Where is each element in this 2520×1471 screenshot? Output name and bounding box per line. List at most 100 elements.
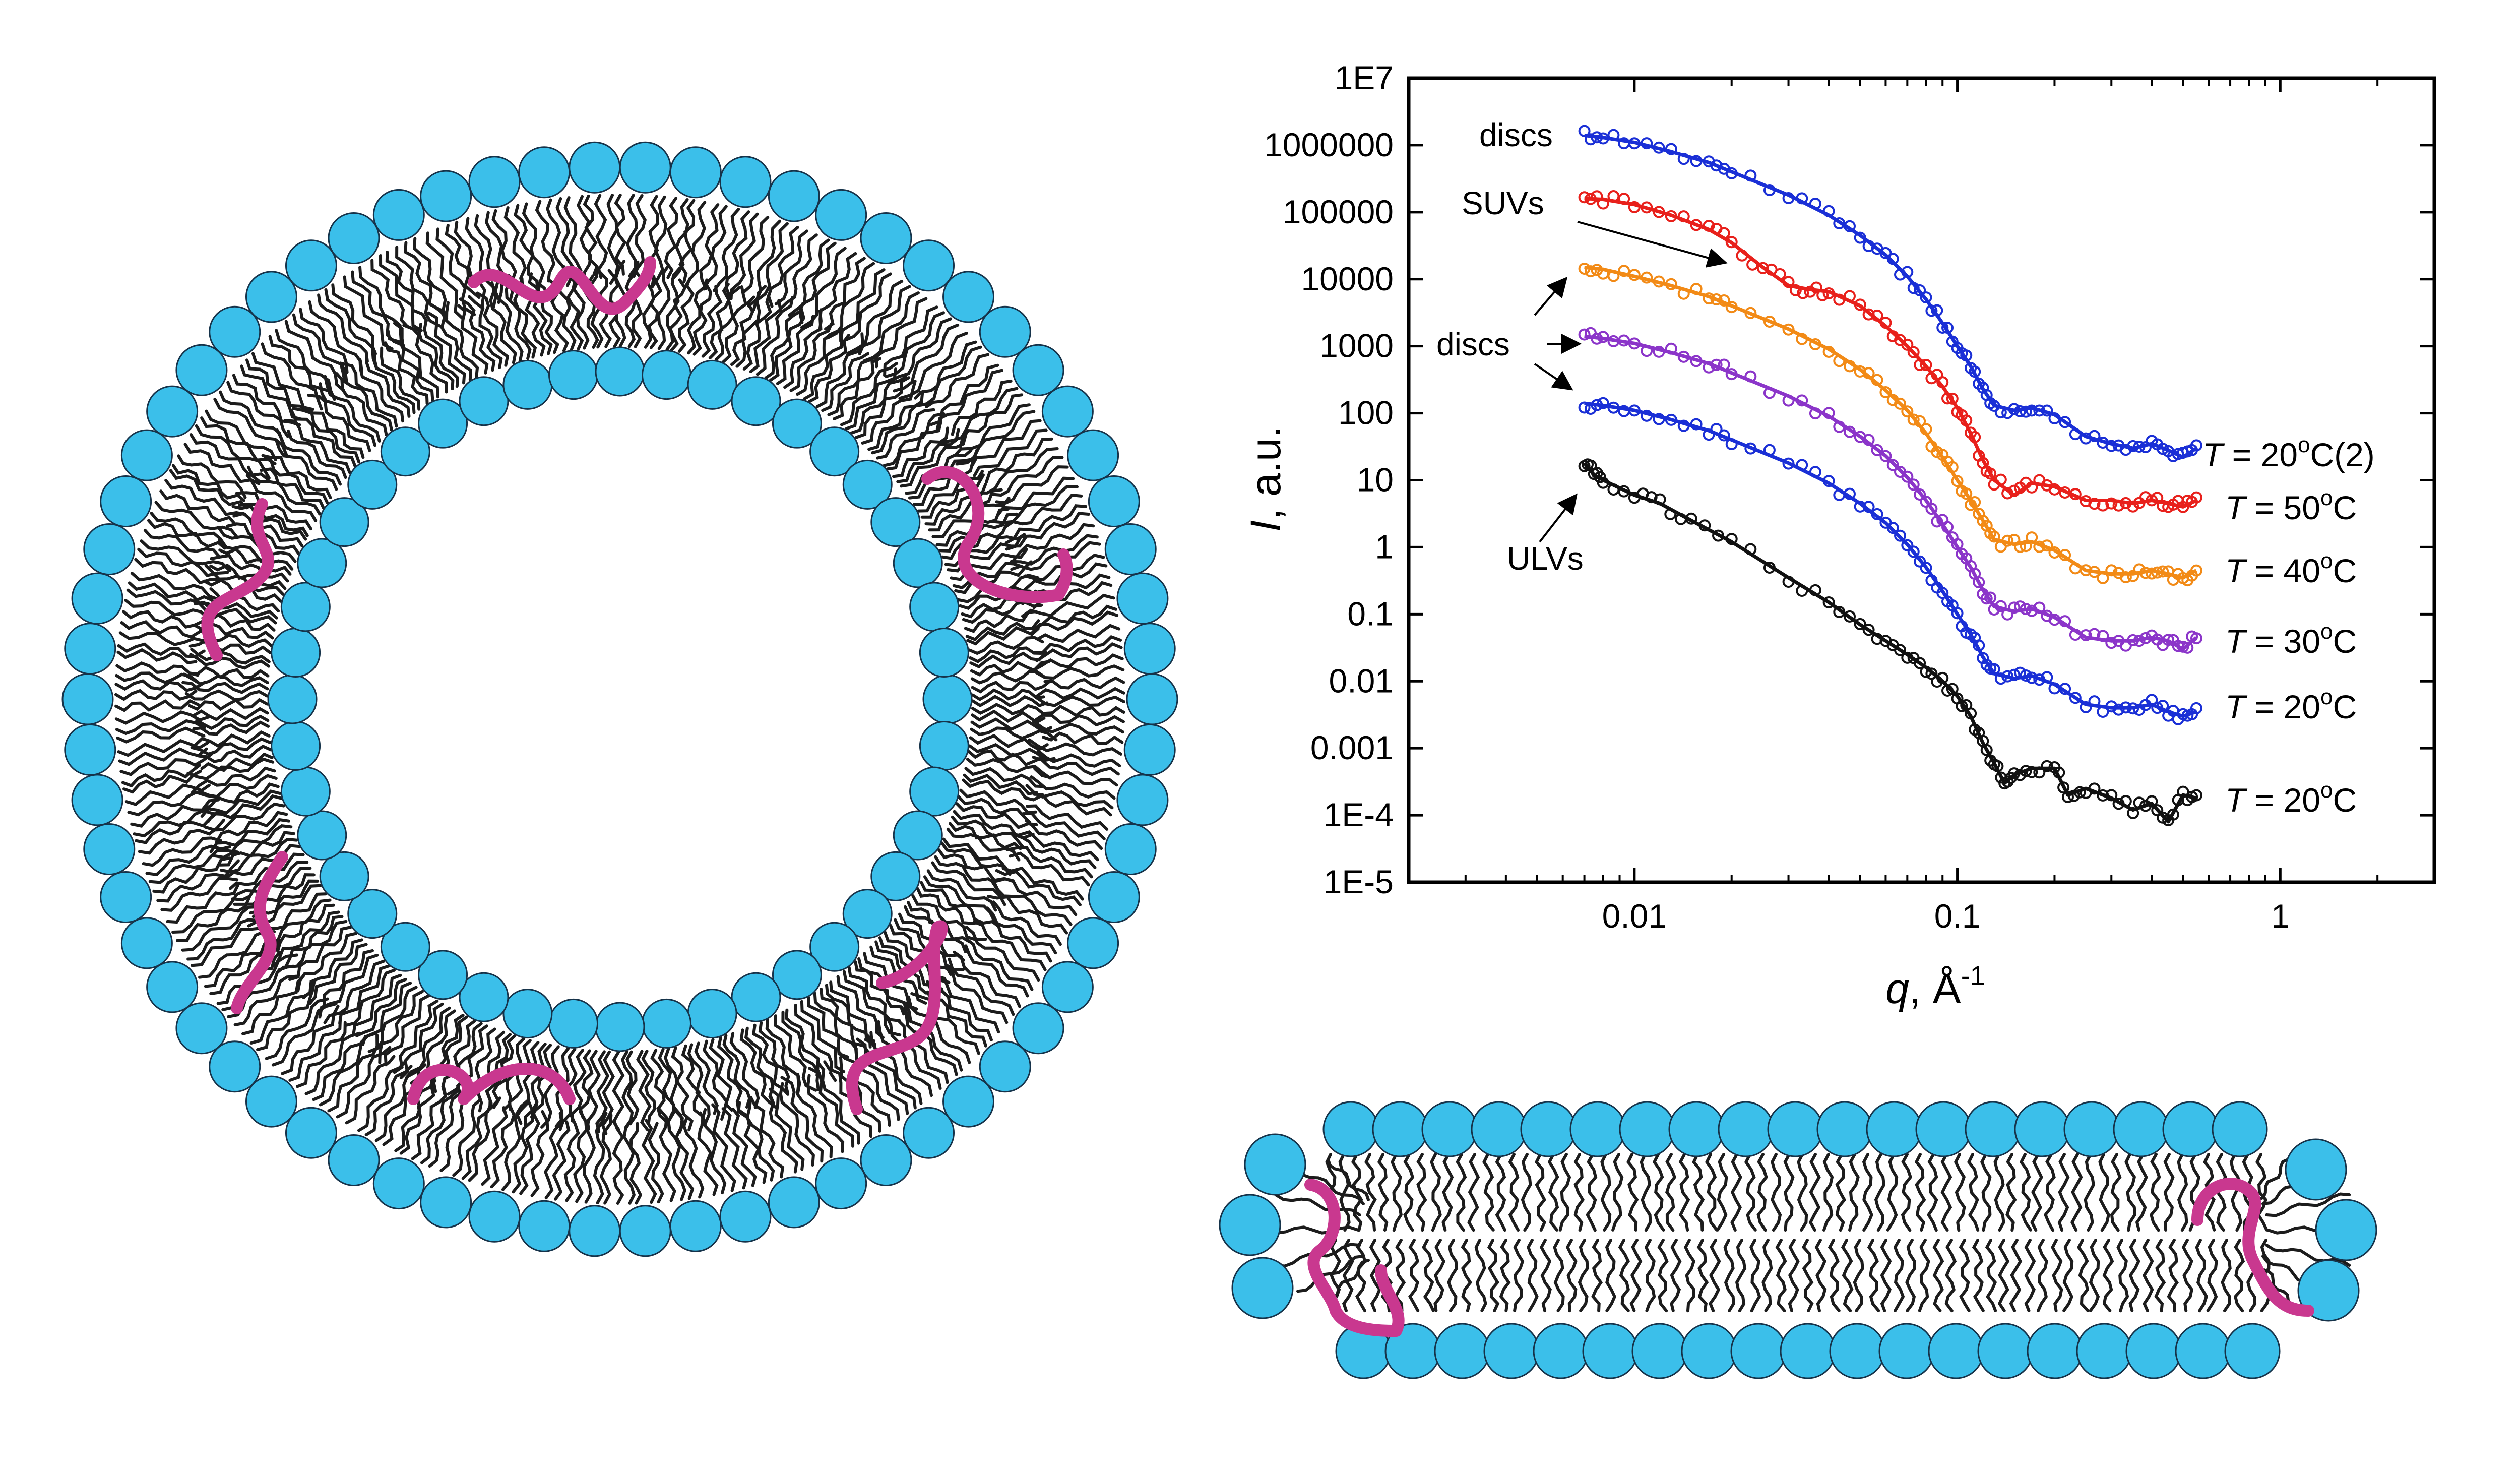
- data-point: [2112, 499, 2125, 512]
- data-point: [1843, 220, 1856, 232]
- data-point: [2067, 789, 2080, 802]
- data-point: [1901, 266, 1914, 278]
- data-point: [1744, 370, 1757, 383]
- data-point: [1894, 334, 1907, 346]
- data-point: [2020, 476, 2032, 489]
- data-point: [1871, 633, 1883, 645]
- y-tick-label: 0.01: [1329, 662, 1394, 699]
- data-point: [1871, 508, 1883, 520]
- data-point: [1843, 425, 1856, 438]
- data-point: [2186, 496, 2198, 508]
- y-tick-label: 100: [1338, 394, 1394, 432]
- data-point: [2088, 566, 2101, 578]
- data-point: [2105, 700, 2118, 713]
- data-point: [1710, 423, 1723, 436]
- data-point: [2119, 795, 2132, 808]
- data-point: [1594, 471, 1606, 483]
- data-point: [1894, 529, 1907, 542]
- data-point: [1641, 137, 1653, 150]
- data-point: [1809, 466, 1821, 478]
- data-point: [2127, 807, 2139, 819]
- data-point: [1690, 283, 1703, 295]
- data-point: [1920, 562, 1932, 574]
- data-point: [2069, 428, 2082, 441]
- data-point: [2133, 796, 2146, 809]
- data-point: [1894, 644, 1907, 656]
- disc-lipid-tails: [1266, 1153, 2360, 1313]
- data-point: [1641, 201, 1653, 214]
- data-point: [1718, 162, 1730, 175]
- data-point: [1618, 193, 1630, 205]
- data-point: [2097, 630, 2109, 642]
- data-point: [2133, 635, 2146, 647]
- data-point: [1960, 487, 1973, 500]
- data-point: [1763, 387, 1776, 399]
- data-point: [2014, 666, 2027, 679]
- data-point: [1931, 304, 1943, 317]
- data-point: [1797, 287, 1809, 299]
- data-point: [1871, 242, 1883, 255]
- data-point: [1843, 487, 1856, 500]
- y-tick-label: 0.001: [1310, 729, 1394, 766]
- data-point: [1744, 543, 1757, 556]
- data-point: [1960, 699, 1973, 711]
- data-point: [2026, 604, 2038, 617]
- annotations: discs SUVs discs ULVs: [1436, 117, 1728, 577]
- data-point: [2014, 600, 2027, 613]
- data-point: [1941, 521, 1954, 533]
- data-point: [1746, 258, 1759, 271]
- data-point: [1677, 419, 1690, 432]
- x-axis-ticks: 0.01 0.1 1: [1408, 78, 2435, 935]
- y-tick-label: 10000: [1301, 260, 1394, 297]
- data-point: [1653, 345, 1665, 358]
- data-point: [1690, 155, 1703, 167]
- data-point: [2139, 491, 2152, 504]
- data-point: [1744, 442, 1757, 455]
- data-point: [1653, 413, 1665, 425]
- data-point: [1951, 475, 1964, 487]
- data-point: [1725, 438, 1738, 451]
- data-point: [1782, 276, 1795, 288]
- disc-lipid-headgroups: [1219, 1101, 2377, 1379]
- data-point: [2119, 571, 2132, 584]
- series-1: [1578, 190, 2202, 513]
- data-point: [1931, 676, 1943, 688]
- data-point: [1907, 478, 1920, 491]
- data-point: [2151, 566, 2164, 579]
- data-point: [2097, 499, 2109, 512]
- data-point: [1809, 584, 1821, 596]
- data-point: [2053, 766, 2065, 779]
- data-point: [2146, 567, 2158, 580]
- data-point: [1994, 406, 2007, 419]
- y-tick-label: 1000000: [1264, 126, 1394, 163]
- data-point: [1597, 132, 1609, 145]
- data-point: [1591, 399, 1603, 411]
- data-point: [2097, 572, 2109, 584]
- data-point: [1653, 275, 1665, 288]
- data-point: [1879, 386, 1892, 398]
- data-point: [1822, 475, 1835, 487]
- data-point: [2088, 782, 2101, 795]
- data-point: [2014, 405, 2027, 417]
- annotation-ulvs: ULVs: [1507, 540, 1584, 577]
- data-point: [1756, 262, 1769, 274]
- lipid-headgroups: [61, 141, 1178, 1257]
- data-point: [2097, 789, 2109, 802]
- data-point: [1886, 459, 1899, 471]
- data-point: [1796, 459, 1808, 471]
- data-point: [2033, 673, 2046, 686]
- data-point: [1618, 265, 1630, 277]
- data-point: [1854, 500, 1866, 513]
- data-series: [1578, 125, 2202, 826]
- data-point: [1879, 450, 1892, 462]
- data-point: [1796, 585, 1808, 597]
- data-point: [1665, 342, 1677, 355]
- data-point: [2014, 540, 2027, 553]
- data-point: [2139, 699, 2152, 711]
- data-point: [1782, 394, 1795, 407]
- data-point: [1591, 332, 1603, 345]
- data-point: [1665, 413, 1677, 426]
- data-point: [1809, 198, 1821, 210]
- data-point: [1984, 397, 1997, 409]
- data-point: [2008, 484, 2021, 497]
